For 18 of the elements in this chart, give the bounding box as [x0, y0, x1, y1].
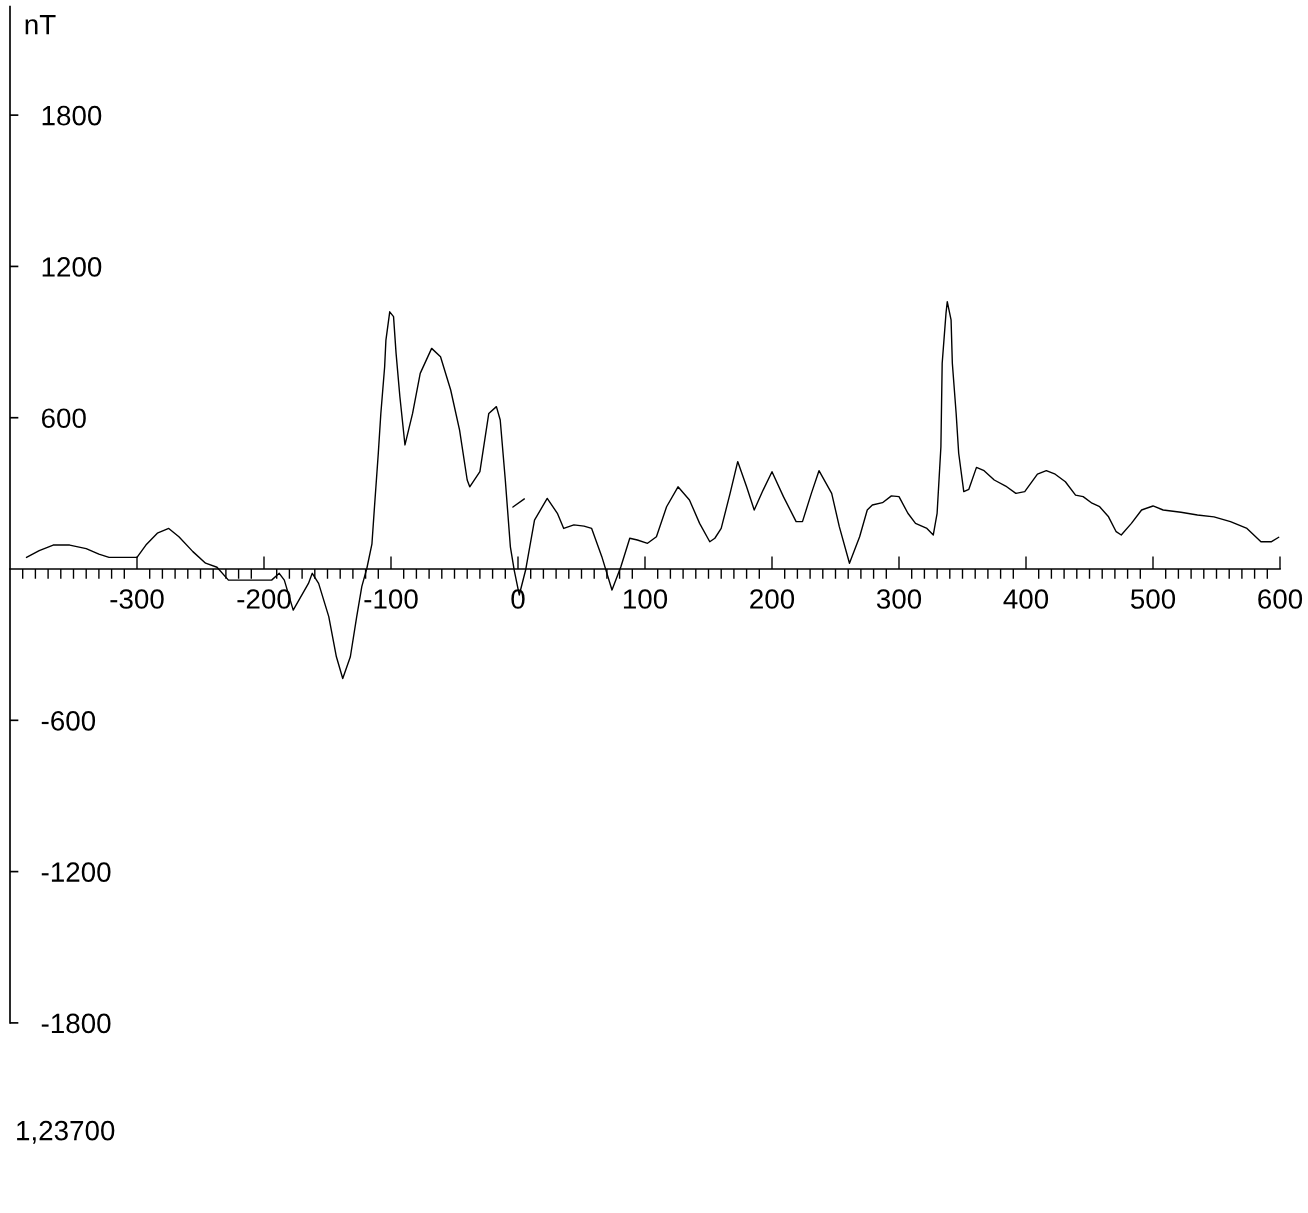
y-axis-title: nT [25, 15, 56, 35]
y-tick-label: -1800 [41, 1013, 111, 1034]
x-tick-label: -100 [364, 589, 418, 609]
x-tick-label: 0 [511, 589, 525, 609]
y-tick-label: -600 [41, 710, 96, 731]
x-tick-label: -300 [110, 589, 164, 609]
x-tick-label: 500 [1130, 589, 1176, 609]
y-tick-label: 600 [41, 408, 86, 429]
x-tick-label: 300 [876, 589, 922, 609]
x-tick-label: 600 [1258, 589, 1303, 609]
x-tick-label: -200 [237, 589, 291, 609]
x-tick-label: 200 [750, 589, 795, 609]
text: 1,23700 [17, 1120, 115, 1144]
x-tick-label: 100 [623, 589, 668, 609]
x-tick-label: 400 [1003, 589, 1049, 609]
y-tick-label: 1800 [42, 105, 102, 126]
y-tick-label: 1200 [42, 257, 102, 277]
y-tick-label: -1200 [41, 862, 111, 882]
